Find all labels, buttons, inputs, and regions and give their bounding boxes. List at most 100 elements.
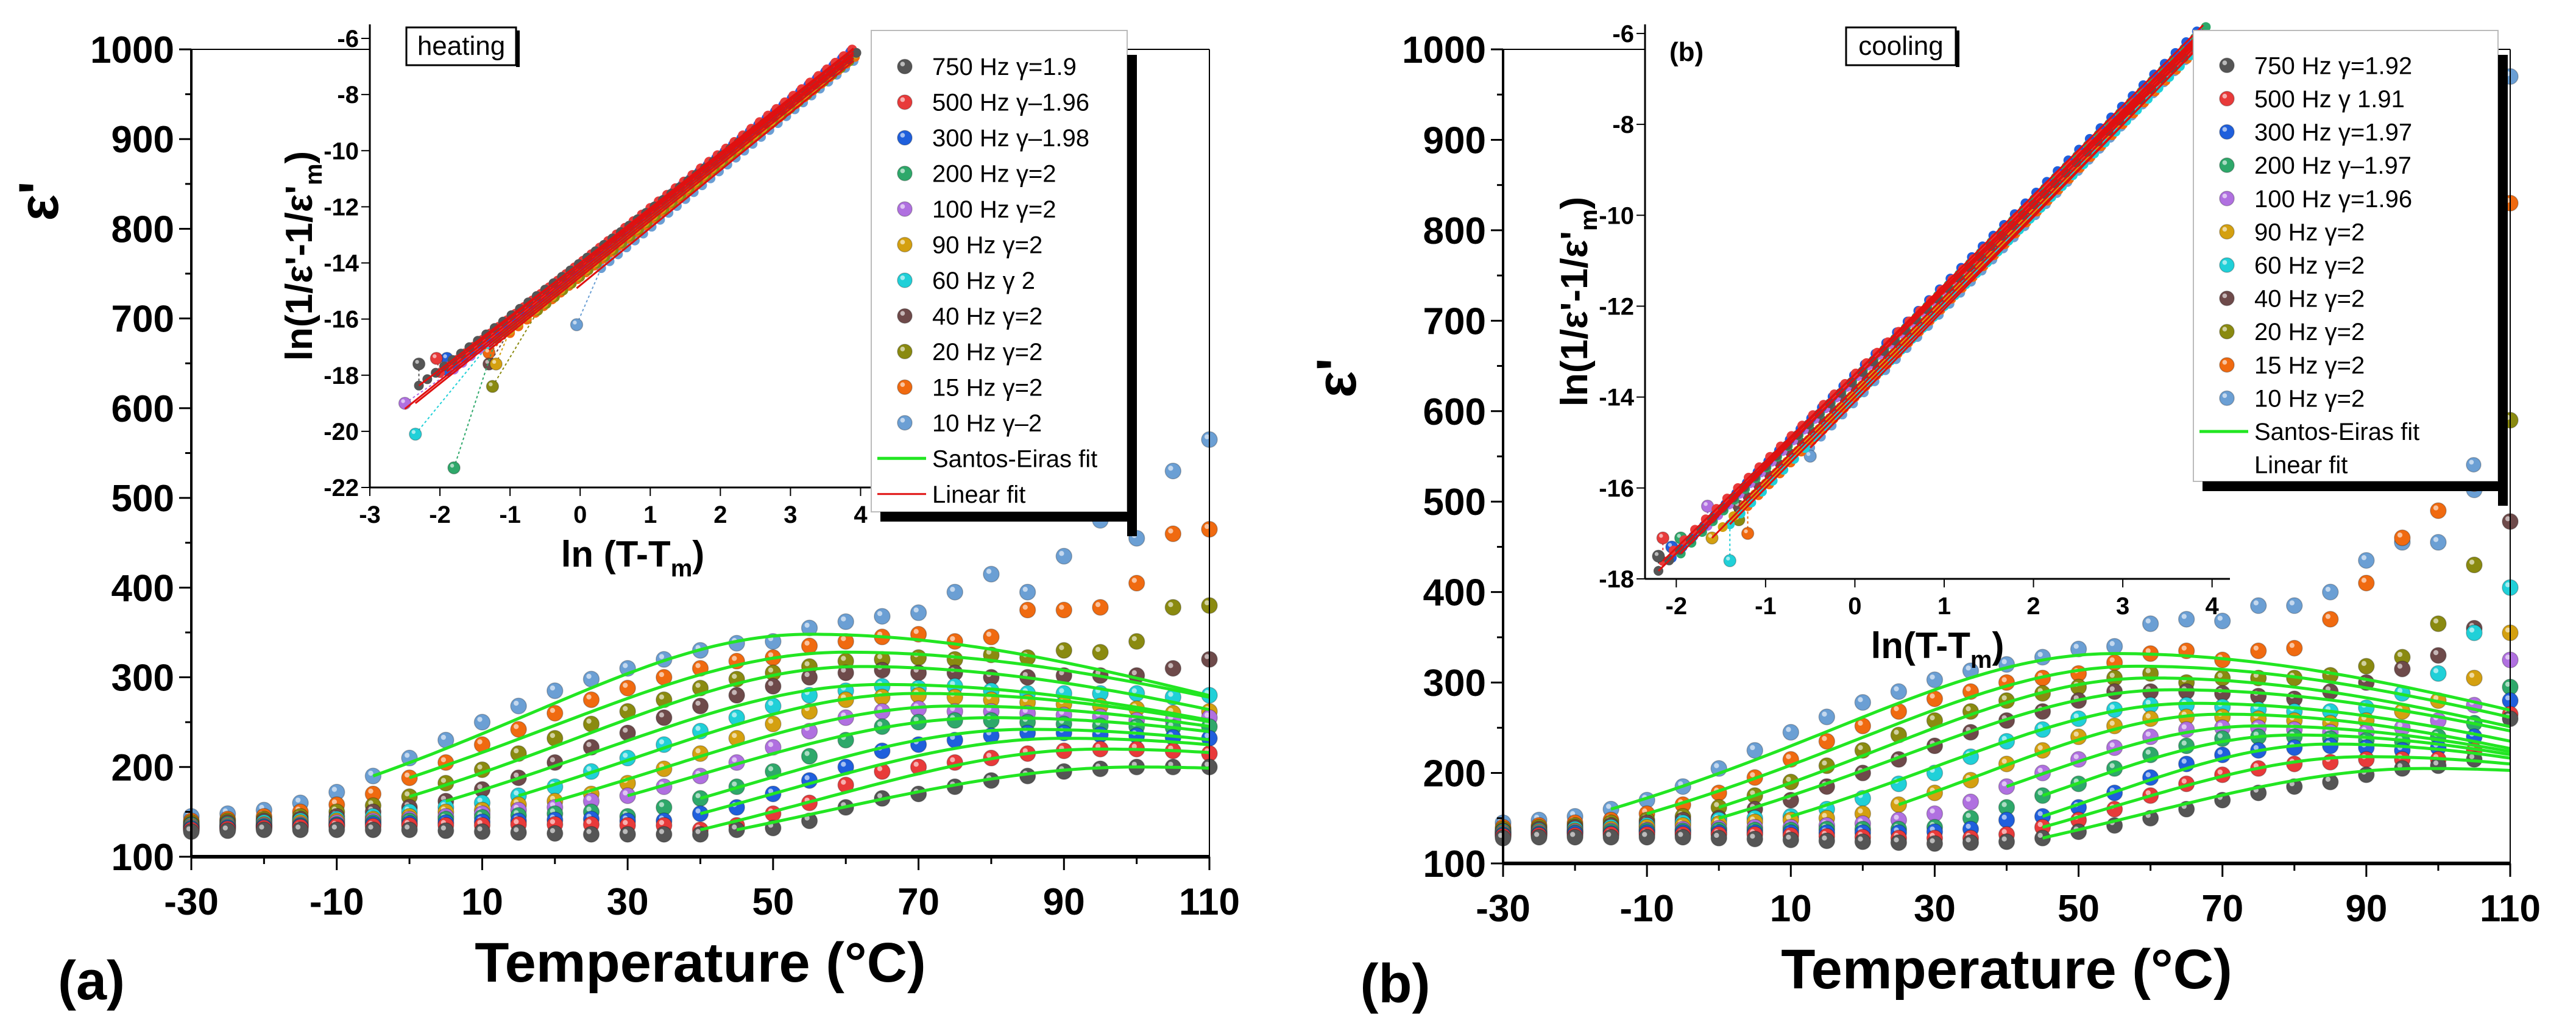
- legend-marker: [897, 379, 913, 395]
- data-point-highlight: [1131, 636, 1137, 642]
- data-point-highlight: [1022, 586, 1028, 592]
- data-point: [874, 662, 891, 679]
- x-tick-label: 70: [2201, 888, 2243, 930]
- data-point-highlight: [441, 757, 447, 763]
- data-point-highlight: [1678, 832, 1683, 837]
- legend-marker: [897, 308, 913, 324]
- data-point-highlight: [2037, 745, 2043, 751]
- inset-first-point-highlight: [1708, 534, 1713, 538]
- data-point: [364, 821, 382, 838]
- legend-label: Linear fit: [932, 481, 1025, 508]
- x-tick-label: 70: [897, 881, 939, 923]
- x-tick-label: -10: [310, 881, 364, 923]
- inset-y-axis-title: ln(1/ε'-1/ε'm): [1554, 197, 1602, 406]
- santos-eiras-fit-line: [445, 682, 1210, 803]
- inset-x-tick-label: -3: [359, 501, 381, 528]
- legend-marker: [2219, 357, 2235, 373]
- legend-label: 10 Hz γ=2: [2254, 385, 2365, 412]
- data-point-highlight: [2361, 578, 2367, 583]
- data-point-highlight: [732, 824, 737, 830]
- legend-label: 40 Hz γ=2: [2254, 286, 2365, 313]
- data-point-highlight: [659, 829, 665, 834]
- inset-first-point-highlight: [415, 360, 419, 364]
- santos-eiras-fit-line: [409, 665, 1210, 798]
- data-point-highlight: [877, 766, 883, 771]
- inset-x-tick-label: -1: [499, 501, 521, 528]
- inset-first-point-highlight: [1654, 552, 1659, 556]
- data-point: [765, 715, 782, 732]
- data-point: [1055, 642, 1073, 659]
- data-point: [2322, 583, 2339, 601]
- inset-x-tick-label: 1: [643, 501, 657, 528]
- santos-eiras-fit-line: [2042, 742, 2511, 818]
- inset-first-point-highlight: [1668, 543, 1672, 547]
- data-point-highlight: [1966, 813, 1971, 818]
- data-point: [2394, 661, 2411, 678]
- data-point-highlight: [1606, 804, 1612, 809]
- inset-y-tick-label: -8: [1612, 112, 1634, 138]
- legend-label: 90 Hz γ=2: [2254, 219, 2365, 246]
- data-point-highlight: [1204, 654, 1210, 659]
- inset-x-tick-label: 0: [1848, 593, 1861, 620]
- legend-marker: [897, 165, 913, 182]
- panel-label: (a): [58, 951, 125, 1012]
- data-point: [910, 604, 927, 622]
- x-tick-label: 90: [1043, 881, 1085, 923]
- inset-linear-fit: [1738, 32, 2204, 507]
- legend-marker-highlight: [2222, 260, 2227, 265]
- data-point-highlight: [2001, 829, 2007, 835]
- data-point-highlight: [732, 673, 737, 679]
- data-point-highlight: [841, 667, 846, 673]
- data-point: [1019, 583, 1036, 601]
- data-point-highlight: [1131, 743, 1137, 749]
- data-point-highlight: [2037, 790, 2043, 796]
- santos-eiras-fit-line: [2042, 755, 2511, 829]
- x-tick-label: 10: [461, 881, 503, 923]
- inset-x-axis-title: ln (T-Tm): [561, 534, 705, 582]
- santos-eiras-fit-line: [2006, 724, 2511, 788]
- legend-shadow-right: [2498, 55, 2508, 506]
- inset-first-point-highlight: [443, 354, 447, 358]
- inset-first-point-highlight: [1806, 452, 1811, 456]
- data-point-highlight: [695, 726, 701, 731]
- inset-first-point-highlight: [573, 321, 577, 325]
- santos-eiras-fit-line: [372, 632, 1210, 778]
- data-point: [1530, 829, 1548, 846]
- legend-shadow-right: [1127, 55, 1137, 536]
- data-point-highlight: [2325, 586, 2331, 592]
- data-point-highlight: [2037, 832, 2043, 838]
- santos-eiras-fit-line: [1610, 652, 2511, 811]
- legend-marker-highlight: [2222, 93, 2227, 99]
- data-point-highlight: [1894, 729, 1899, 735]
- data-point-highlight: [2433, 505, 2439, 511]
- inset-x-tick-label: 3: [784, 501, 797, 528]
- data-point: [1818, 708, 1836, 726]
- data-point-highlight: [1966, 823, 1971, 829]
- data-point-highlight: [1786, 754, 1791, 759]
- legend-label: 40 Hz γ=2: [932, 303, 1042, 330]
- data-point-highlight: [514, 748, 519, 754]
- data-point-highlight: [2505, 516, 2511, 522]
- data-point-highlight: [732, 757, 737, 763]
- inset-plot: -2 -1 0 1 2 3 4-18-16-14-12-10-8-6ln(T-Tm)ln(1…: [1554, 21, 2230, 673]
- data-point-highlight: [1894, 686, 1899, 692]
- data-point-highlight: [441, 734, 447, 740]
- inset-y-tick-label: -8: [337, 82, 359, 108]
- y-tick-label: 600: [111, 388, 174, 430]
- y-tick-label: 800: [111, 208, 174, 250]
- data-point-highlight: [477, 826, 483, 832]
- data-point: [1854, 833, 1872, 851]
- santos-eiras-fit-line: [518, 692, 1210, 798]
- data-point-highlight: [623, 706, 628, 712]
- data-point-highlight: [222, 825, 228, 831]
- inset-linear-fit: [404, 49, 854, 410]
- santos-eiras-fit-line: [1790, 701, 2511, 818]
- data-point-highlight: [1750, 745, 1755, 751]
- data-point: [1164, 598, 1182, 616]
- data-point-highlight: [550, 732, 556, 739]
- inset-x-tick-label: -2: [429, 501, 451, 528]
- data-point-highlight: [623, 790, 628, 796]
- data-point-highlight: [950, 757, 955, 763]
- data-point-highlight: [2469, 754, 2475, 759]
- data-point-highlight: [550, 707, 556, 714]
